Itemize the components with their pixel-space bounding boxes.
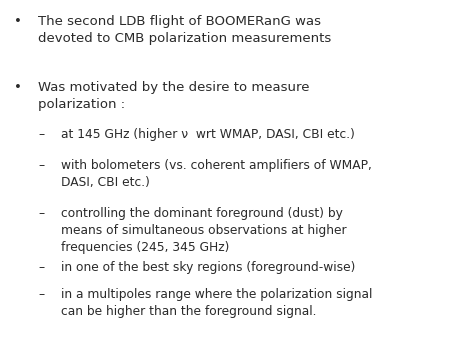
Text: •: • xyxy=(14,81,22,94)
Text: Was motivated by the desire to measure
polarization :: Was motivated by the desire to measure p… xyxy=(38,81,310,111)
Text: –: – xyxy=(38,128,45,141)
Text: –: – xyxy=(38,207,45,220)
Text: The second LDB flight of BOOMERanG was
devoted to CMB polarization measurements: The second LDB flight of BOOMERanG was d… xyxy=(38,15,332,45)
Text: at 145 GHz (higher ν  wrt WMAP, DASI, CBI etc.): at 145 GHz (higher ν wrt WMAP, DASI, CBI… xyxy=(61,128,355,141)
Text: •: • xyxy=(14,15,22,28)
Text: in one of the best sky regions (foreground-wise): in one of the best sky regions (foregrou… xyxy=(61,261,355,274)
Text: –: – xyxy=(38,288,45,301)
Text: –: – xyxy=(38,159,45,172)
Text: in a multipoles range where the polarization signal
can be higher than the foreg: in a multipoles range where the polariza… xyxy=(61,288,372,318)
Text: controlling the dominant foreground (dust) by
means of simultaneous observations: controlling the dominant foreground (dus… xyxy=(61,207,346,254)
Text: –: – xyxy=(38,261,45,274)
Text: with bolometers (vs. coherent amplifiers of WMAP,
DASI, CBI etc.): with bolometers (vs. coherent amplifiers… xyxy=(61,159,372,189)
